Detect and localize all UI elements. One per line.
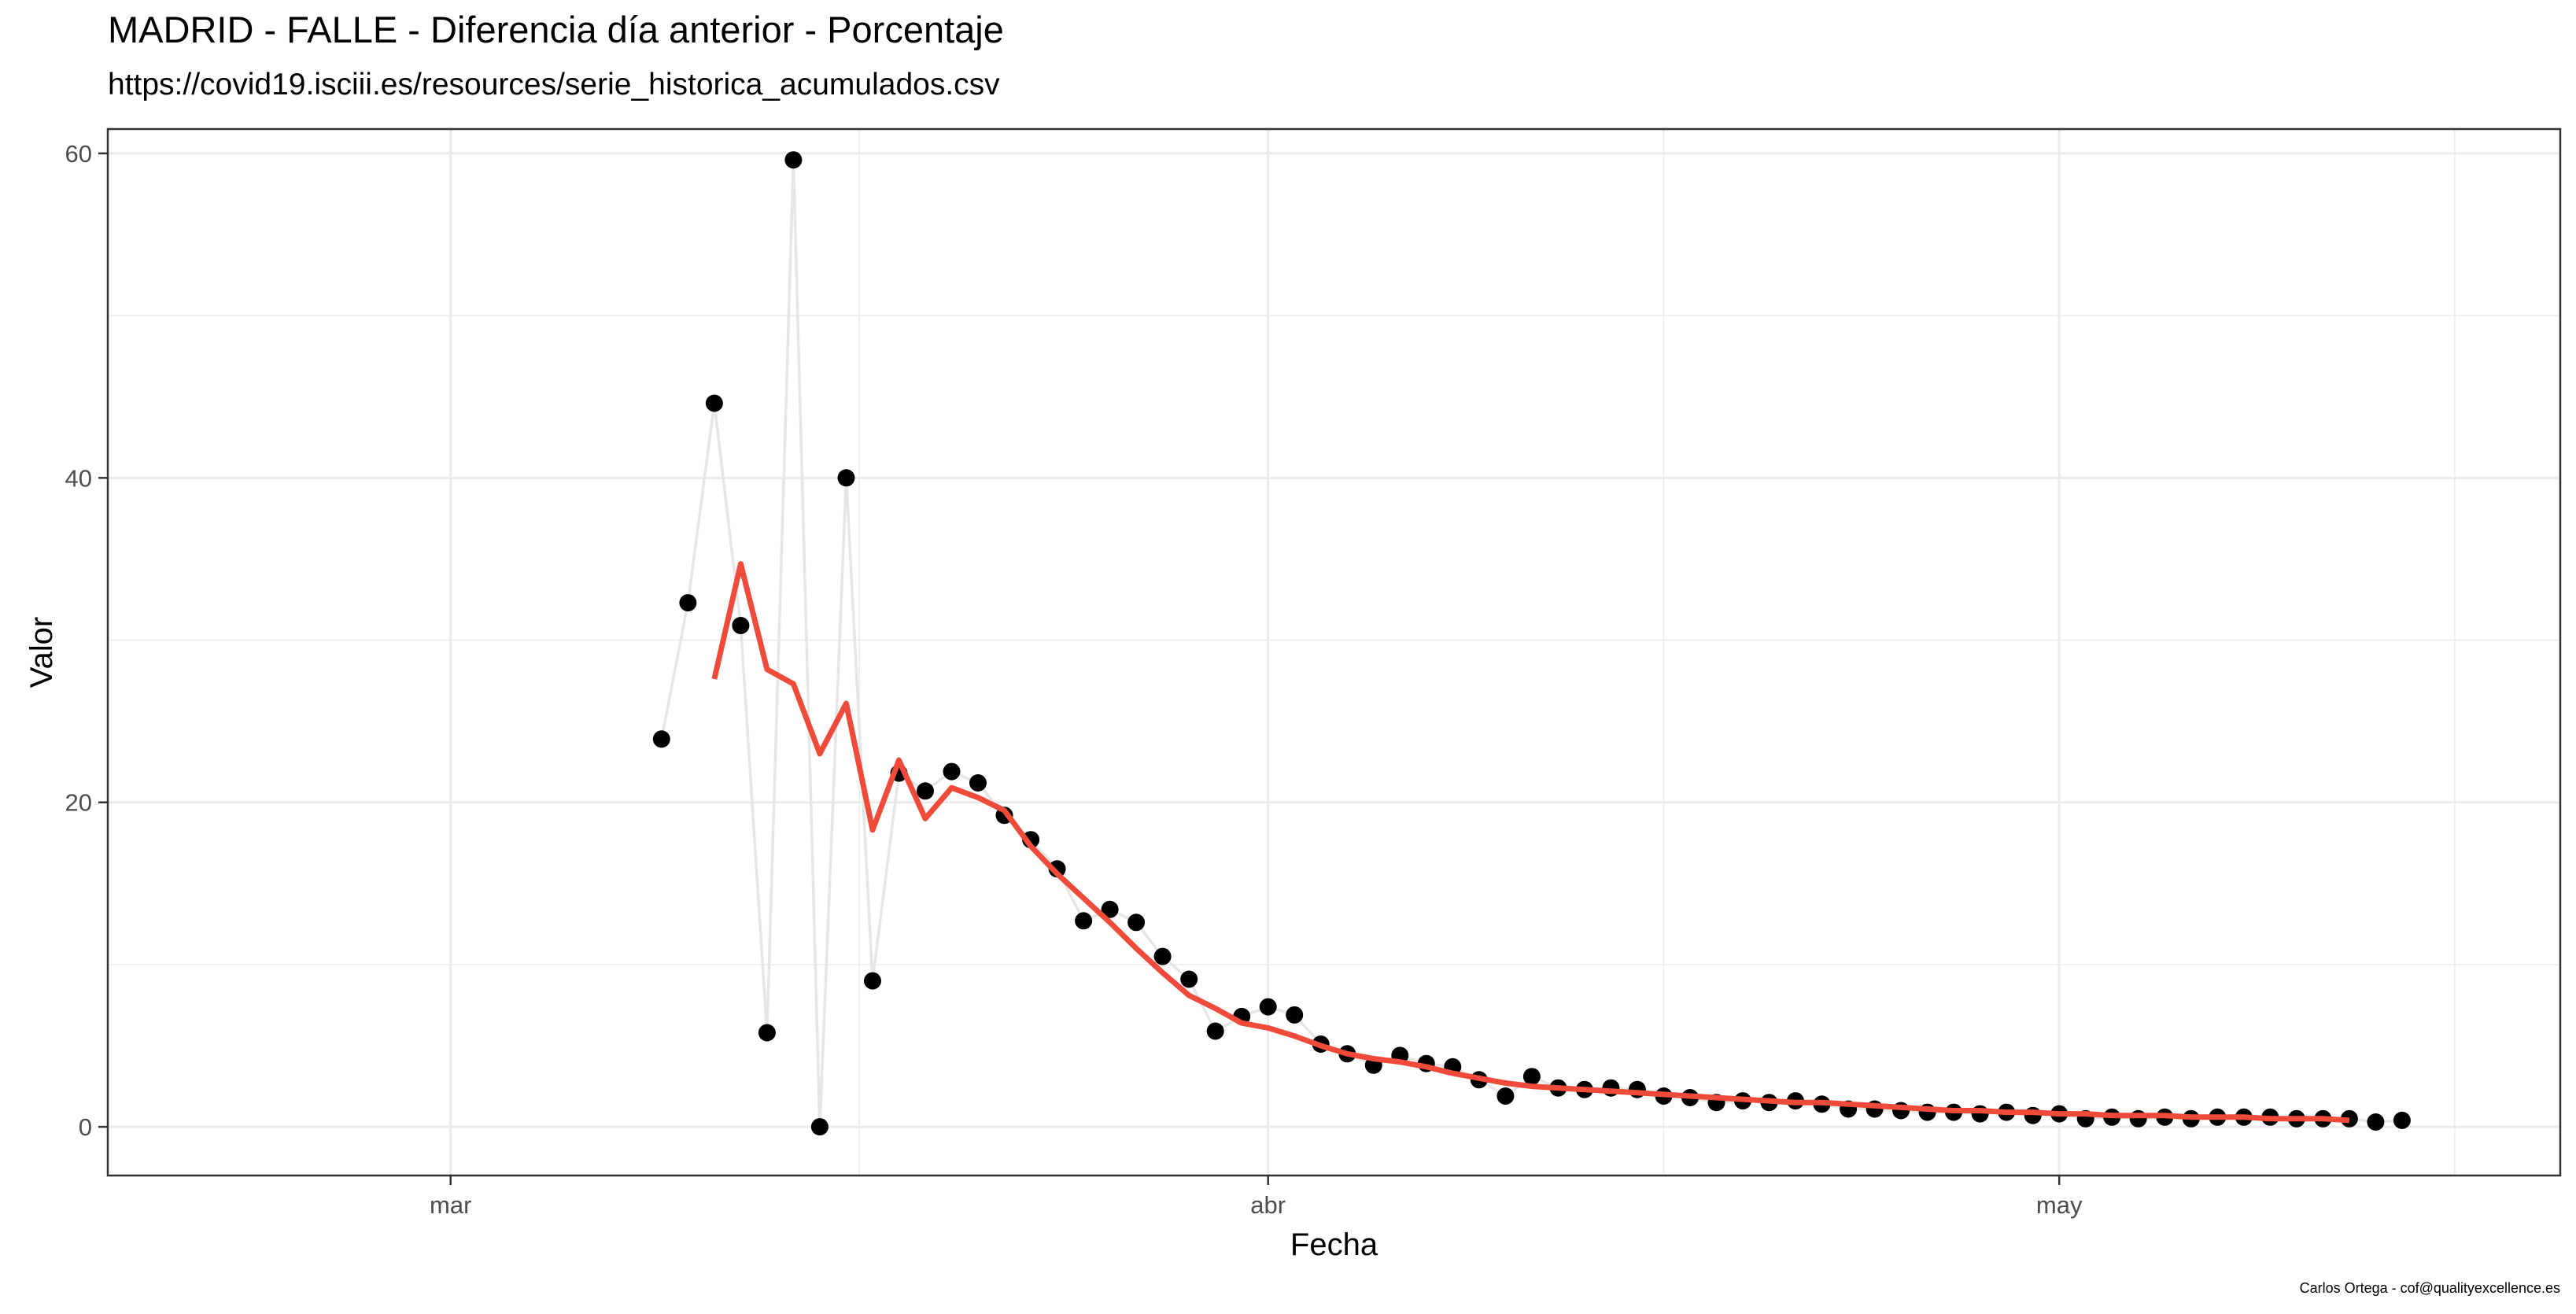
data-point — [1259, 998, 1277, 1016]
data-point — [943, 762, 961, 781]
y-tick-label: 20 — [65, 789, 92, 817]
x-tick-label: may — [2036, 1191, 2083, 1219]
smooth-line-path — [711, 561, 2350, 1124]
x-tick-label: mar — [430, 1191, 471, 1219]
data-point — [1497, 1087, 1515, 1105]
data-point — [1153, 947, 1172, 965]
chart-subtitle: https://covid19.isciii.es/resources/seri… — [108, 68, 1000, 102]
data-point — [864, 972, 881, 990]
data-point — [1206, 1022, 1224, 1040]
y-tick-label: 60 — [65, 140, 92, 168]
data-point — [1522, 1068, 1541, 1086]
data-point — [837, 469, 855, 487]
x-axis-title: Fecha — [1290, 1227, 1378, 1262]
data-point — [1180, 970, 1198, 988]
smooth-series-line — [711, 561, 2350, 1124]
y-axis-title: Valor — [24, 617, 59, 688]
y-tick-label: 0 — [79, 1113, 92, 1141]
data-point — [2393, 1111, 2411, 1129]
data-point — [2129, 1109, 2147, 1128]
data-point — [1286, 1006, 1304, 1024]
y-axis: 0 20 40 60 — [65, 140, 108, 1141]
data-point — [784, 151, 803, 169]
data-point — [1101, 900, 1119, 918]
data-point — [1971, 1105, 1989, 1123]
data-point — [1075, 912, 1093, 930]
data-point — [758, 1024, 776, 1042]
x-tick-label: abr — [1250, 1191, 1286, 1219]
data-point — [810, 1118, 829, 1136]
raw-line-path — [660, 160, 2403, 1128]
data-point — [1127, 914, 1146, 932]
data-point — [969, 774, 987, 792]
data-point — [652, 730, 670, 748]
panel-border — [106, 127, 2562, 1177]
data-point — [2024, 1106, 2042, 1124]
raw-series-line — [660, 160, 2403, 1128]
chart-caption: Carlos Ortega - cof@qualityexcellence.es — [2299, 1280, 2560, 1296]
data-point — [917, 782, 934, 800]
x-axis: mar abr may — [430, 1176, 2083, 1219]
data-points — [652, 151, 2411, 1136]
y-tick-label: 40 — [65, 464, 92, 492]
data-point — [705, 394, 723, 412]
data-point — [732, 617, 750, 634]
data-point — [679, 594, 697, 612]
chart-title: MADRID - FALLE - Diferencia día anterior… — [108, 9, 1004, 50]
data-point — [2367, 1113, 2385, 1131]
chart-grid — [108, 129, 2560, 1176]
